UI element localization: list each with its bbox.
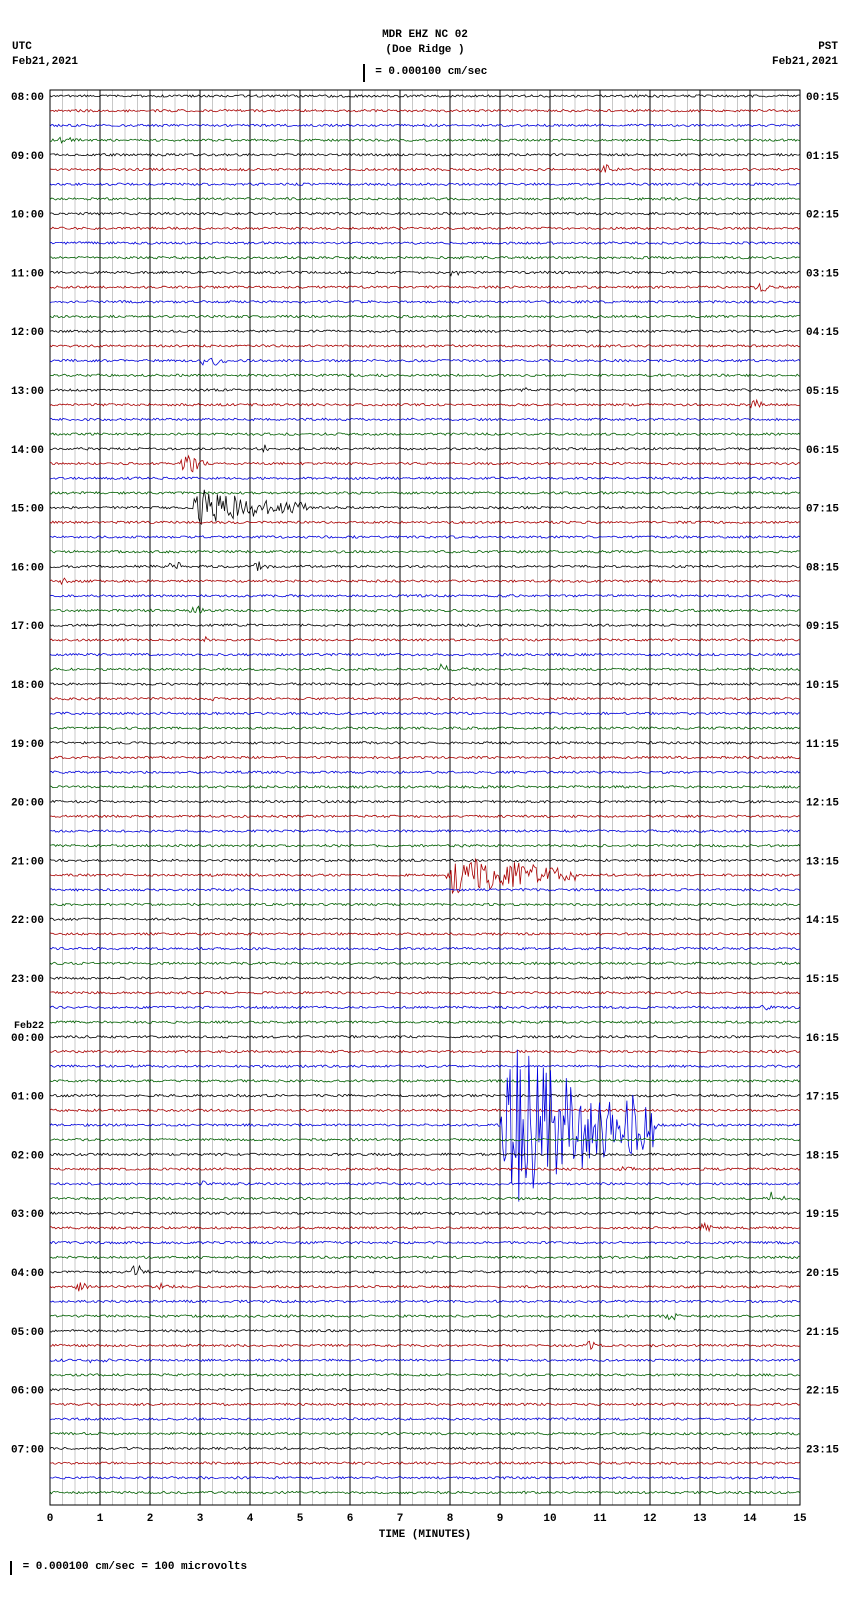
svg-text:08:15: 08:15 <box>806 562 839 574</box>
header: UTC Feb21,2021 MDR EHZ NC 02 (Doe Ridge … <box>0 0 850 85</box>
footer-scale: = 0.000100 cm/sec = 100 microvolts <box>0 1555 850 1585</box>
svg-text:02:15: 02:15 <box>806 210 839 222</box>
svg-text:13:00: 13:00 <box>11 386 44 398</box>
svg-text:18:15: 18:15 <box>806 1150 839 1162</box>
svg-text:20:15: 20:15 <box>806 1268 839 1280</box>
svg-text:21:15: 21:15 <box>806 1327 839 1339</box>
svg-text:11:00: 11:00 <box>11 268 44 280</box>
title: MDR EHZ NC 02 (Doe Ridge ) <box>0 28 850 58</box>
svg-text:7: 7 <box>397 1513 404 1525</box>
svg-text:07:00: 07:00 <box>11 1444 44 1456</box>
svg-text:12: 12 <box>643 1513 656 1525</box>
scale-bar-icon <box>10 1561 12 1575</box>
svg-text:00:00: 00:00 <box>11 1033 44 1045</box>
svg-text:17:00: 17:00 <box>11 621 44 633</box>
svg-text:4: 4 <box>247 1513 254 1525</box>
svg-text:09:15: 09:15 <box>806 621 839 633</box>
svg-text:9: 9 <box>497 1513 504 1525</box>
scale-bar-icon <box>363 64 365 82</box>
svg-text:03:15: 03:15 <box>806 268 839 280</box>
svg-text:13:15: 13:15 <box>806 856 839 868</box>
svg-text:15: 15 <box>793 1513 807 1525</box>
svg-text:Feb22: Feb22 <box>14 1020 44 1032</box>
location-line: (Doe Ridge ) <box>0 43 850 58</box>
svg-text:01:00: 01:00 <box>11 1092 44 1104</box>
svg-text:0: 0 <box>47 1513 54 1525</box>
svg-text:00:15: 00:15 <box>806 92 839 104</box>
svg-text:03:00: 03:00 <box>11 1209 44 1221</box>
svg-text:10: 10 <box>543 1513 556 1525</box>
svg-text:23:00: 23:00 <box>11 974 44 986</box>
svg-text:1: 1 <box>97 1513 104 1525</box>
svg-text:04:00: 04:00 <box>11 1268 44 1280</box>
svg-text:19:15: 19:15 <box>806 1209 839 1221</box>
svg-text:11: 11 <box>593 1513 607 1525</box>
svg-text:14:15: 14:15 <box>806 915 839 927</box>
svg-text:5: 5 <box>297 1513 304 1525</box>
svg-text:19:00: 19:00 <box>11 739 44 751</box>
svg-text:06:00: 06:00 <box>11 1386 44 1398</box>
svg-text:17:15: 17:15 <box>806 1092 839 1104</box>
svg-text:04:15: 04:15 <box>806 327 839 339</box>
svg-text:18:00: 18:00 <box>11 680 44 692</box>
svg-text:12:00: 12:00 <box>11 327 44 339</box>
svg-text:09:00: 09:00 <box>11 151 44 163</box>
svg-text:14: 14 <box>743 1513 757 1525</box>
svg-text:22:15: 22:15 <box>806 1386 839 1398</box>
svg-text:06:15: 06:15 <box>806 445 839 457</box>
svg-text:10:00: 10:00 <box>11 210 44 222</box>
scale-indicator: = 0.000100 cm/sec <box>0 62 850 80</box>
svg-text:05:00: 05:00 <box>11 1327 44 1339</box>
svg-text:12:15: 12:15 <box>806 798 839 810</box>
svg-text:01:15: 01:15 <box>806 151 839 163</box>
footer-text-1: = 0.000100 cm/sec = <box>16 1561 155 1573</box>
svg-text:TIME (MINUTES): TIME (MINUTES) <box>379 1529 471 1541</box>
svg-text:13: 13 <box>693 1513 707 1525</box>
svg-text:16:00: 16:00 <box>11 562 44 574</box>
tz-right-label: PST <box>772 40 838 55</box>
svg-text:08:00: 08:00 <box>11 92 44 104</box>
svg-text:6: 6 <box>347 1513 354 1525</box>
svg-text:14:00: 14:00 <box>11 445 44 457</box>
seismogram-plot: 0123456789101112131415TIME (MINUTES)08:0… <box>0 85 850 1555</box>
svg-text:21:00: 21:00 <box>11 856 44 868</box>
svg-text:15:00: 15:00 <box>11 504 44 516</box>
station-line: MDR EHZ NC 02 <box>0 28 850 43</box>
svg-text:3: 3 <box>197 1513 204 1525</box>
svg-text:23:15: 23:15 <box>806 1444 839 1456</box>
svg-text:15:15: 15:15 <box>806 974 839 986</box>
footer-text-2: 100 microvolts <box>155 1561 247 1573</box>
svg-text:05:15: 05:15 <box>806 386 839 398</box>
svg-text:22:00: 22:00 <box>11 915 44 927</box>
svg-text:20:00: 20:00 <box>11 798 44 810</box>
svg-text:8: 8 <box>447 1513 454 1525</box>
svg-text:02:00: 02:00 <box>11 1150 44 1162</box>
svg-text:11:15: 11:15 <box>806 739 839 751</box>
svg-text:10:15: 10:15 <box>806 680 839 692</box>
svg-text:2: 2 <box>147 1513 154 1525</box>
scale-text: = 0.000100 cm/sec <box>375 66 487 78</box>
svg-text:16:15: 16:15 <box>806 1033 839 1045</box>
svg-text:07:15: 07:15 <box>806 504 839 516</box>
